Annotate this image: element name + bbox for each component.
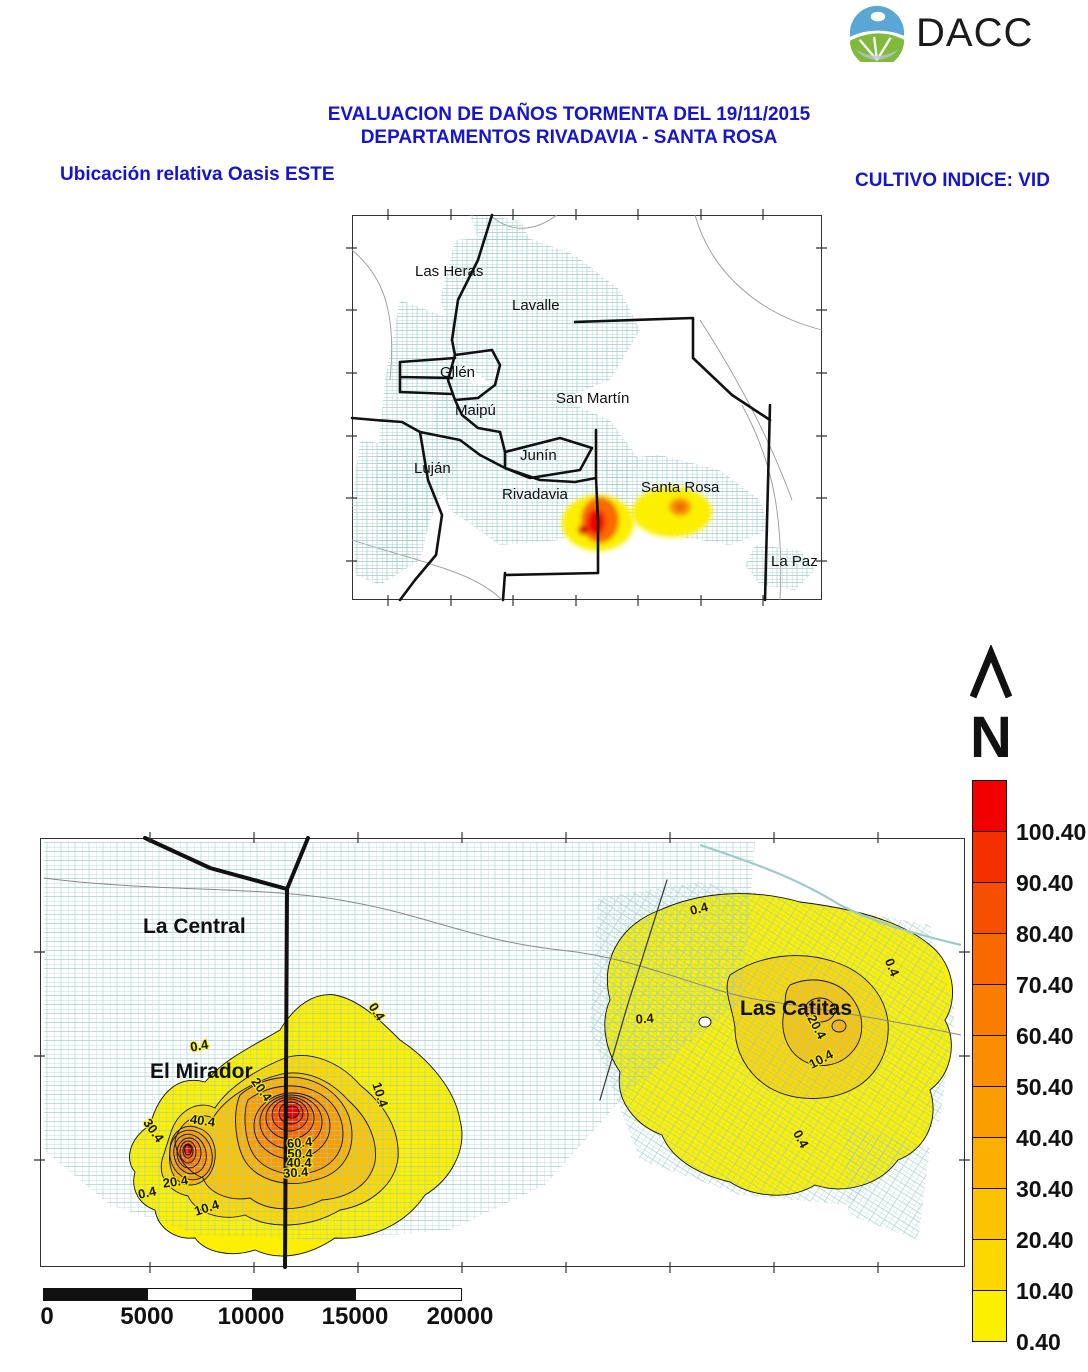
legend-cell [972, 1086, 1007, 1138]
contour-lines [129, 893, 954, 1257]
channel-line [699, 843, 962, 947]
legend-cell [972, 882, 1007, 934]
dacc-logo-text: DACC [916, 10, 1034, 55]
color-scale-legend: 100.40 90.40 80.40 70.40 60.40 50.40 40.… [972, 780, 1088, 1355]
scalebar-segment [356, 1289, 461, 1300]
overview-map: Las Heras Lavalle Gllén Maipú San Martín… [346, 209, 827, 606]
legend-label: 30.40 [1016, 1176, 1074, 1202]
legend-label: 100.40 [1016, 819, 1087, 845]
main-map-ticks [34, 832, 970, 1273]
label-gllen: Gllén [440, 364, 475, 381]
legend-cell [972, 1239, 1007, 1291]
legend-cell [972, 984, 1007, 1036]
label-rivadavia: Rivadavia [502, 486, 569, 503]
contour-hole [698, 1016, 712, 1028]
scalebar-tick: 15000 [321, 1303, 389, 1330]
scalebar-tick: 5000 [120, 1303, 174, 1330]
label-san-martin: San Martín [556, 390, 629, 407]
dacc-logo-icon [849, 5, 905, 62]
legend-label: 60.40 [1016, 1023, 1074, 1049]
contour-label: 20.4 [162, 1172, 190, 1190]
legend-label: 10.40 [1016, 1278, 1074, 1304]
main-roads [143, 836, 668, 1269]
overview-map-ticks [346, 209, 827, 606]
legend-label: 80.40 [1016, 921, 1074, 947]
distance-scalebar: 0 5000 10000 15000 20000 [40, 1288, 493, 1333]
contour-label: 40.4 [286, 1155, 312, 1170]
legend-cell [972, 933, 1007, 985]
contour-label: 60.4 [286, 1134, 313, 1151]
legend-cell [972, 1188, 1007, 1240]
contour-label: 0.4 [189, 1036, 210, 1054]
overview-department-labels: Las Heras Lavalle Gllén Maipú San Martín… [414, 263, 818, 570]
scalebar-segment [252, 1289, 356, 1300]
contour-label: 40.4 [189, 1111, 217, 1129]
legend-label: 20.40 [1016, 1227, 1074, 1253]
legend-label: 90.40 [1016, 870, 1074, 896]
damage-contour-map: La Central El Mirador Las Catitas 0.4 0.… [34, 832, 970, 1273]
label-la-central: La Central [143, 915, 246, 938]
label-junin: Junín [520, 447, 557, 464]
scalebar-segment [44, 1289, 148, 1300]
legend-cell [972, 1035, 1007, 1087]
scalebar-segment [148, 1289, 252, 1300]
overview-department-boundaries [350, 213, 772, 602]
scalebar-tick: 10000 [217, 1303, 285, 1330]
label-santa-rosa: Santa Rosa [641, 479, 720, 496]
contour-label: 0.4 [137, 1183, 159, 1202]
main-parcel-areas [44, 842, 955, 1240]
label-las-catitas: Las Catitas [740, 997, 852, 1020]
scalebar-labels: 0 5000 10000 15000 20000 [40, 1303, 493, 1333]
scalebar-bar [43, 1288, 462, 1301]
legend-label: 50.40 [1016, 1074, 1074, 1100]
contour-label: 0.4 [688, 899, 710, 918]
legend-label: 40.40 [1016, 1125, 1074, 1151]
title-line-1: EVALUACION DE DAÑOS TORMENTA DEL 19/11/2… [327, 104, 811, 125]
title-line-2: DEPARTAMENTOS RIVADAVIA - SANTA ROSA [360, 127, 778, 148]
scalebar-tick: 20000 [426, 1303, 494, 1330]
page-title: EVALUACION DE DAÑOS TORMENTA DEL 19/11/2… [244, 103, 894, 149]
north-arrow: N [969, 645, 1013, 770]
north-arrow-icon [969, 645, 1013, 699]
legend-cell [972, 831, 1007, 883]
overview-heat-spot-santa-rosa [632, 487, 712, 537]
main-place-labels: La Central El Mirador Las Catitas [143, 915, 852, 1083]
contour-label: 50.4 [287, 1146, 313, 1161]
label-la-paz: La Paz [771, 553, 818, 570]
legend-cell [972, 1137, 1007, 1189]
legend-label: 0.40 [1016, 1329, 1061, 1355]
contour-label: 0.4 [635, 1010, 655, 1026]
river-line [43, 877, 962, 1036]
label-el-mirador: El Mirador [150, 1060, 253, 1083]
contour-label: 30.4 [283, 1164, 310, 1181]
legend-label: 70.40 [1016, 972, 1074, 998]
legend-cell [972, 1290, 1007, 1342]
label-maipu: Maipú [455, 402, 496, 419]
scalebar-tick: 0 [40, 1303, 54, 1330]
subtitle-left: Ubicación relativa Oasis ESTE [60, 164, 335, 185]
north-label: N [970, 705, 1012, 770]
legend-cell [972, 780, 1007, 832]
dacc-logo: DACC [848, 4, 1033, 62]
label-lujan: Luján [414, 460, 451, 477]
label-lavalle: Lavalle [512, 297, 560, 314]
label-las-heras: Las Heras [415, 263, 483, 280]
subtitle-right: CULTIVO INDICE: VID [855, 170, 1050, 191]
